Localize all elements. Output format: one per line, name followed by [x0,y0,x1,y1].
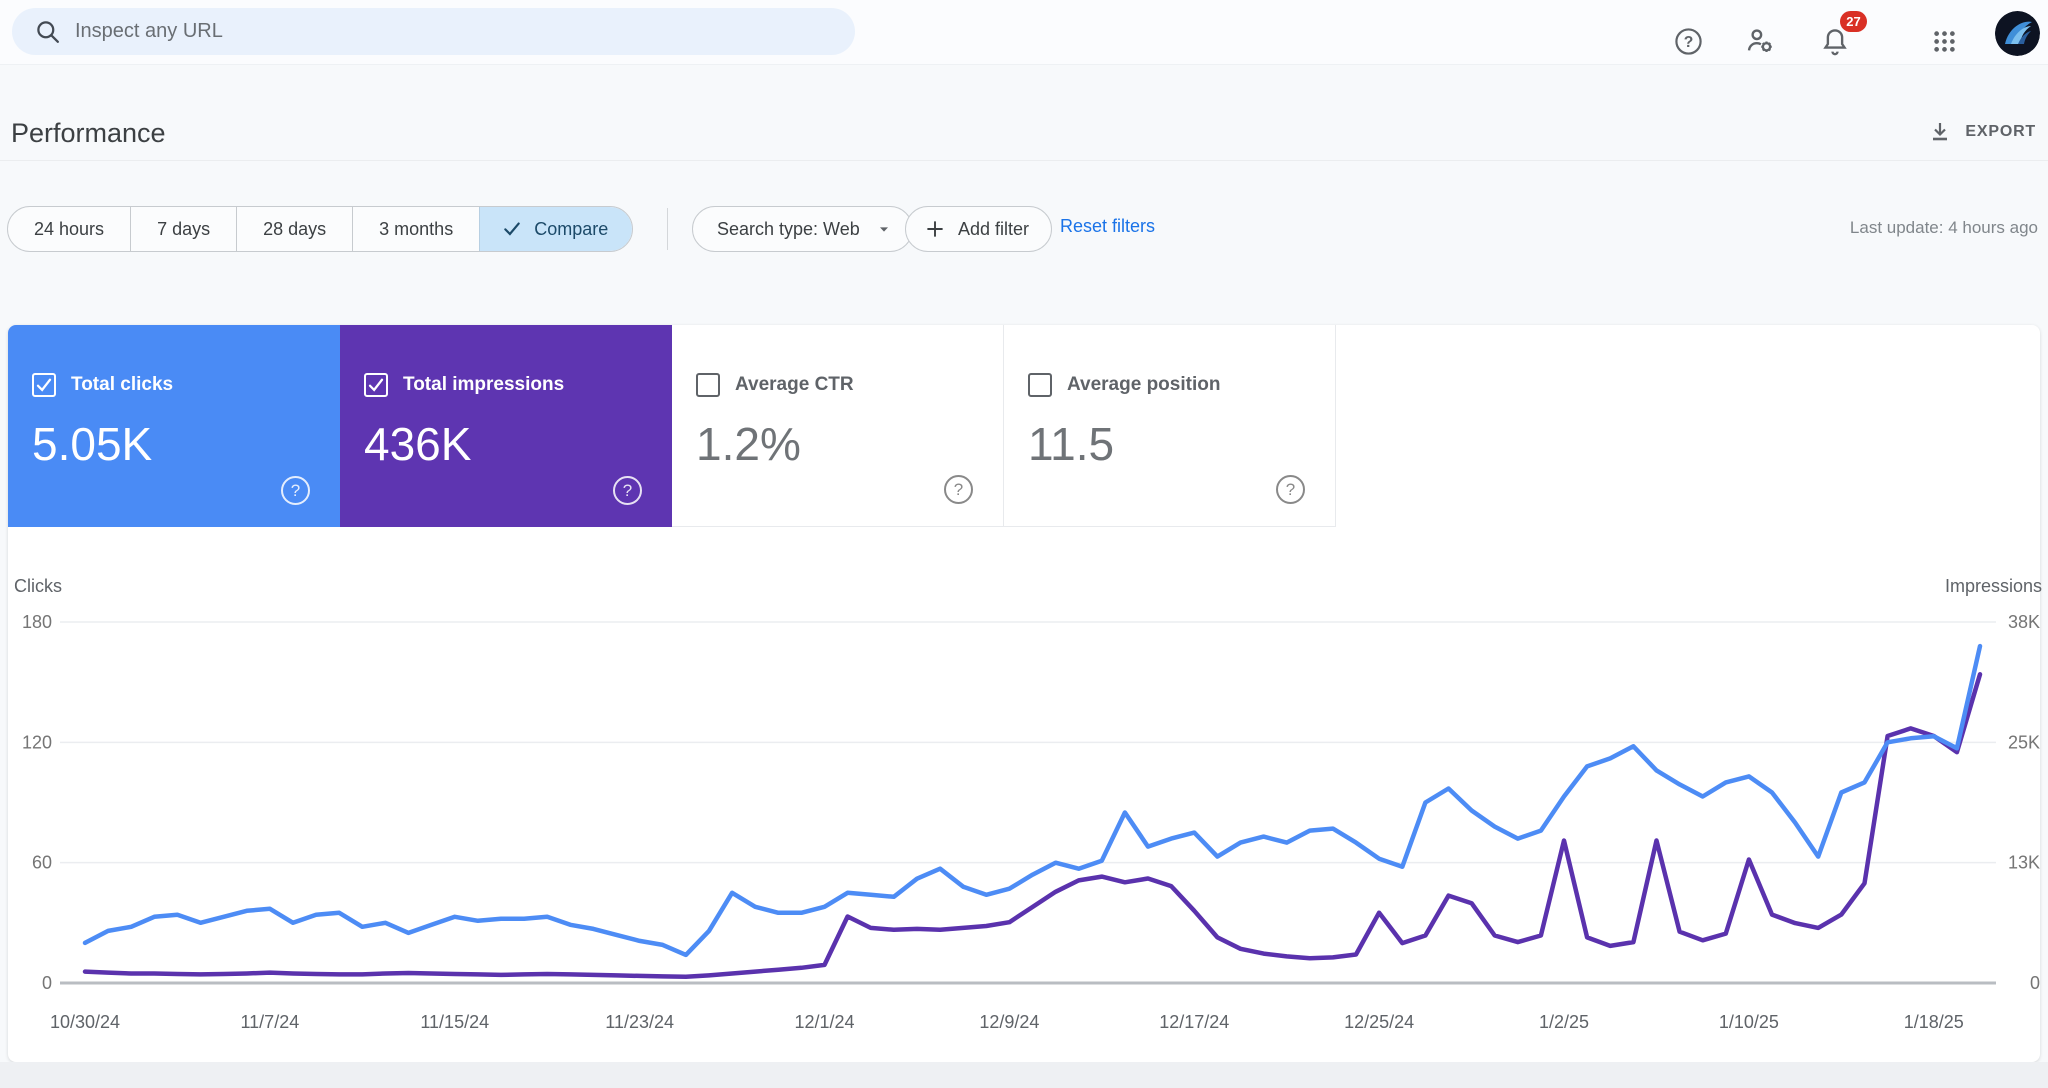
search-icon [34,18,61,45]
add-filter-button[interactable]: Add filter [905,206,1052,252]
check-icon [502,219,522,239]
x-axis-tick: 11/23/24 [605,1012,674,1032]
search-type-dropdown[interactable]: Search type: Web [692,206,913,252]
metric-value-average-ctr: 1.2% [696,417,801,471]
metric-tiles-row: Total clicks 5.05K? Total impressions 436K?… [8,325,2040,527]
metric-card-average-position[interactable]: Average position 11.5? [1004,325,1336,527]
notification-count-badge: 27 [1840,11,1867,32]
left-axis-tick: 180 [22,612,52,632]
right-axis-tick: 25K [2008,732,2040,752]
x-axis-tick: 1/10/25 [1719,1012,1779,1032]
right-axis-tick: 13K [2008,853,2040,873]
date-range-segmented-control: 24 hours7 days28 days3 months Compare [7,206,633,252]
checkbox-total-impressions[interactable] [364,373,388,397]
x-axis-tick: 11/15/24 [420,1012,489,1032]
add-filter-label: Add filter [958,219,1029,240]
x-axis-tick: 12/1/24 [794,1012,854,1032]
x-axis-tick: 1/18/25 [1904,1012,1964,1032]
checkbox-average-ctr[interactable] [696,373,720,397]
chevron-down-icon [876,221,892,237]
export-label: EXPORT [1965,123,2036,141]
total-impressions-line [85,674,1980,977]
bottom-strip [0,1062,2048,1088]
svg-text:?: ? [1683,34,1693,51]
date-range-24-hours[interactable]: 24 hours [8,207,130,251]
metric-label-total-clicks: Total clicks [71,374,173,396]
left-axis-title: Clicks [14,576,62,596]
top-app-bar: ? 27 [0,0,2048,65]
performance-chart: Clicks Impressions 0 0 60 13K 120 25K 180 38K 10/3… [0,560,2048,1060]
metric-card-total-impressions[interactable]: Total impressions 436K? [340,325,672,527]
left-axis-tick: 120 [22,732,52,752]
search-input[interactable] [73,19,777,44]
user-settings-icon[interactable] [1745,26,1775,56]
right-axis-title: Impressions [1945,576,2042,596]
x-axis-tick: 1/2/25 [1539,1012,1589,1032]
metric-value-total-clicks: 5.05K [32,417,152,471]
url-inspect-search-bar[interactable] [12,8,855,55]
metric-value-average-position: 11.5 [1028,417,1114,471]
download-icon [1928,120,1952,144]
x-axis-tick: 12/25/24 [1344,1012,1414,1032]
date-range-3-months[interactable]: 3 months [352,207,479,251]
filter-group-divider [667,208,668,250]
help-icon-average-ctr[interactable]: ? [944,475,973,504]
date-range-28-days[interactable]: 28 days [236,207,352,251]
search-type-label: Search type: Web [717,219,860,240]
plus-icon [924,218,946,240]
x-axis-tick: 12/9/24 [979,1012,1039,1032]
header-divider [0,160,2048,161]
x-axis-tick: 11/7/24 [241,1012,300,1032]
help-icon-total-impressions[interactable]: ? [613,476,642,505]
apps-grid-icon[interactable] [1929,26,1959,56]
page-title: Performance [11,118,166,149]
metric-label-total-impressions: Total impressions [403,374,564,396]
filter-bar: 24 hours7 days28 days3 months Compare Se… [0,206,2048,252]
right-axis-tick: 38K [2008,612,2040,632]
x-axis-tick: 10/30/24 [50,1012,120,1032]
compare-label: Compare [534,219,608,240]
right-axis-tick: 0 [2030,973,2040,993]
reset-filters-link[interactable]: Reset filters [1060,216,1155,237]
help-icon-average-position[interactable]: ? [1276,475,1305,504]
left-axis-tick: 0 [42,973,52,993]
metric-value-total-impressions: 436K [364,417,471,471]
last-update-text: Last update: 4 hours ago [1850,218,2038,238]
x-axis-tick: 12/17/24 [1159,1012,1229,1032]
left-axis-tick: 60 [32,853,52,873]
metric-card-total-clicks[interactable]: Total clicks 5.05K? [8,325,340,527]
date-range-7-days[interactable]: 7 days [130,207,236,251]
export-button[interactable]: EXPORT [1928,120,2036,144]
metric-card-average-ctr[interactable]: Average CTR 1.2%? [672,325,1004,527]
metric-label-average-position: Average position [1067,374,1220,396]
avatar[interactable] [1995,11,2040,56]
checkbox-total-clicks[interactable] [32,373,56,397]
metric-label-average-ctr: Average CTR [735,374,854,396]
help-icon-total-clicks[interactable]: ? [281,476,310,505]
checkbox-average-position[interactable] [1028,373,1052,397]
chart-canvas[interactable]: Clicks Impressions 0 0 60 13K 120 25K 180 38K 10/3… [0,560,2048,1060]
compare-toggle[interactable]: Compare [479,207,632,251]
help-icon[interactable]: ? [1673,26,1703,56]
